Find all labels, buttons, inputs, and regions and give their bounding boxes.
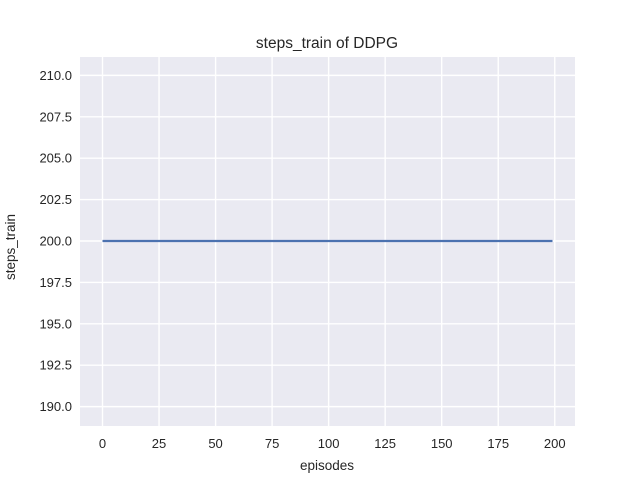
x-axis-label: episodes <box>300 458 354 473</box>
y-tick-label: 200.0 <box>39 234 72 249</box>
chart-title: steps_train of DDPG <box>256 35 398 52</box>
y-axis-label: steps_train <box>3 214 18 280</box>
y-tick-label: 207.5 <box>39 109 72 124</box>
x-tick-label: 100 <box>318 436 340 451</box>
x-tick-label: 25 <box>152 436 166 451</box>
x-tick-label: 200 <box>544 436 566 451</box>
x-tick-label: 125 <box>374 436 396 451</box>
y-tick-labels: 190.0 192.5 195.0 197.5 200.0 202.5 205.0 207.5… <box>39 68 72 414</box>
x-tick-label: 50 <box>208 436 222 451</box>
y-tick-label: 197.5 <box>39 275 72 290</box>
y-tick-label: 192.5 <box>39 358 72 373</box>
x-tick-label: 0 <box>99 436 106 451</box>
y-tick-label: 210.0 <box>39 68 72 83</box>
y-tick-label: 195.0 <box>39 316 72 331</box>
x-tick-label: 150 <box>431 436 453 451</box>
x-tick-label: 175 <box>487 436 509 451</box>
y-tick-label: 190.0 <box>39 399 72 414</box>
x-tick-labels: 0 25 50 75 100 125 150 175 200 <box>99 436 566 451</box>
y-tick-label: 205.0 <box>39 151 72 166</box>
y-tick-label: 202.5 <box>39 192 72 207</box>
x-tick-label: 75 <box>265 436 279 451</box>
